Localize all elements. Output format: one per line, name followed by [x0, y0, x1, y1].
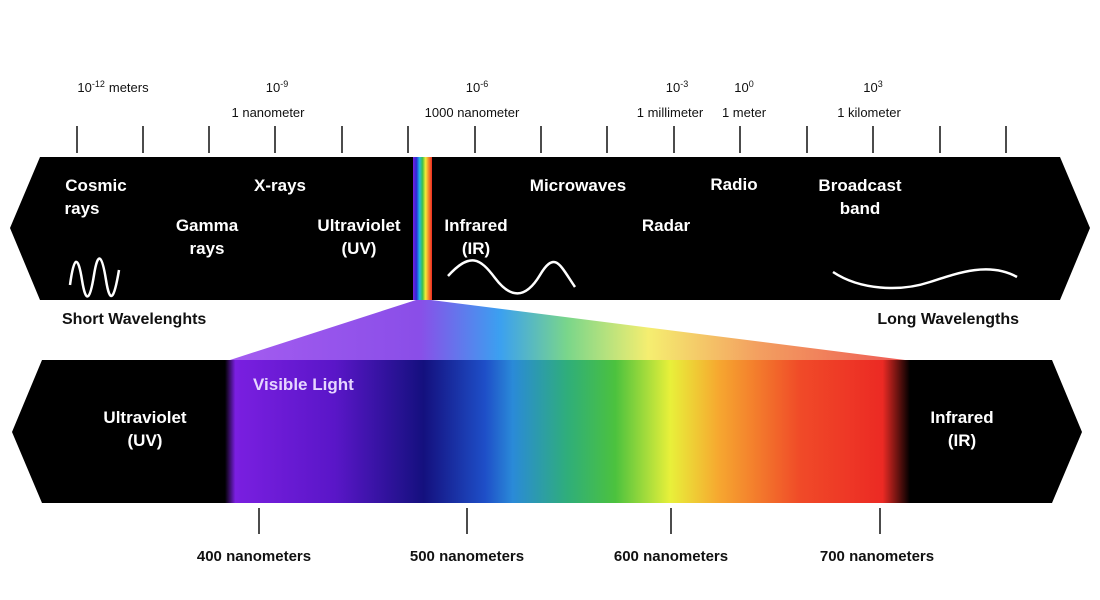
- label-line: Ultraviolet: [317, 216, 400, 235]
- scale-unit: 1 millimeter: [637, 105, 704, 120]
- band-label: Gamma rays: [176, 216, 239, 258]
- label-line: Broadcast: [818, 176, 901, 195]
- wavelength-ticks: [258, 508, 881, 534]
- band-label: Ultraviolet (UV): [317, 216, 400, 258]
- scale-exponent: -3: [680, 79, 688, 89]
- scale-base: 10: [266, 80, 280, 95]
- label-line: band: [840, 199, 881, 218]
- scale-power: 10-9: [266, 79, 288, 95]
- band-label: Broadcast band: [818, 176, 901, 218]
- label-line: X-rays: [254, 176, 306, 195]
- scale-exponent: 3: [878, 79, 883, 89]
- scale-power: 10-6: [466, 79, 488, 95]
- long-wave: [832, 268, 1018, 290]
- long-label: Long Wavelengths: [877, 311, 1019, 328]
- visible-title: Visible Light: [253, 375, 354, 394]
- label-line: (UV): [128, 431, 163, 450]
- band-label: X-rays: [254, 176, 306, 195]
- label-line: Radar: [642, 216, 691, 235]
- rainbow-strip: [413, 157, 432, 300]
- wavelength-label: 600 nanometers: [614, 548, 728, 565]
- scale-unit: 1 meter: [722, 105, 767, 120]
- scale-power: 103: [863, 79, 882, 95]
- scale-exponent: -12: [92, 79, 105, 89]
- scale-base: 10: [466, 80, 480, 95]
- label-line: Infrared: [930, 408, 993, 427]
- label-line: (UV): [342, 239, 377, 258]
- label-line: Gamma: [176, 216, 239, 235]
- scale-base: 10: [666, 80, 680, 95]
- scale-exponent: -6: [480, 79, 488, 89]
- wavelength-label: 700 nanometers: [820, 548, 934, 565]
- scale-label: 10-12 meters: [77, 79, 149, 95]
- scale-power: 100: [734, 79, 753, 95]
- scale-unit: 1 kilometer: [837, 105, 901, 120]
- label-line: rays: [190, 239, 225, 258]
- uv-label: Ultraviolet (UV): [103, 408, 186, 450]
- band-label: Cosmic rays: [65, 176, 127, 218]
- scale-base: 10: [734, 80, 748, 95]
- scale-base: 10: [863, 80, 877, 95]
- label-line: Microwaves: [530, 176, 626, 195]
- wavelength-label: 400 nanometers: [197, 548, 311, 565]
- label-line: rays: [65, 199, 100, 218]
- short-wave: [68, 257, 121, 298]
- ir-label: Infrared (IR): [930, 408, 993, 450]
- scale-base: 10: [77, 80, 91, 95]
- scale-unit: 1000 nanometer: [425, 105, 520, 120]
- label-line: Infrared: [444, 216, 507, 235]
- band-label: Radio: [710, 175, 757, 194]
- band-label: Microwaves: [530, 176, 626, 195]
- visible-gradient: [225, 360, 910, 503]
- short-label: Short Wavelenghts: [62, 311, 206, 328]
- scale-unit: meters: [109, 80, 149, 95]
- scale-exponent: -9: [280, 79, 288, 89]
- label-line: Cosmic: [65, 176, 126, 195]
- visible-fan: [230, 300, 905, 360]
- scale-unit: 1 nanometer: [232, 105, 306, 120]
- label-line: (IR): [462, 239, 490, 258]
- band-label: Radar: [642, 216, 691, 235]
- band-label: Infrared (IR): [444, 216, 507, 258]
- medium-wave: [447, 259, 577, 295]
- label-line: Ultraviolet: [103, 408, 186, 427]
- spectrum-band: [10, 157, 1090, 300]
- scale-exponent: 0: [749, 79, 754, 89]
- scale-ticks: [76, 126, 1007, 153]
- label-line: (IR): [948, 431, 976, 450]
- label-line: Radio: [710, 175, 757, 194]
- scale-power: 10-3: [666, 79, 688, 95]
- wavelength-label: 500 nanometers: [410, 548, 524, 565]
